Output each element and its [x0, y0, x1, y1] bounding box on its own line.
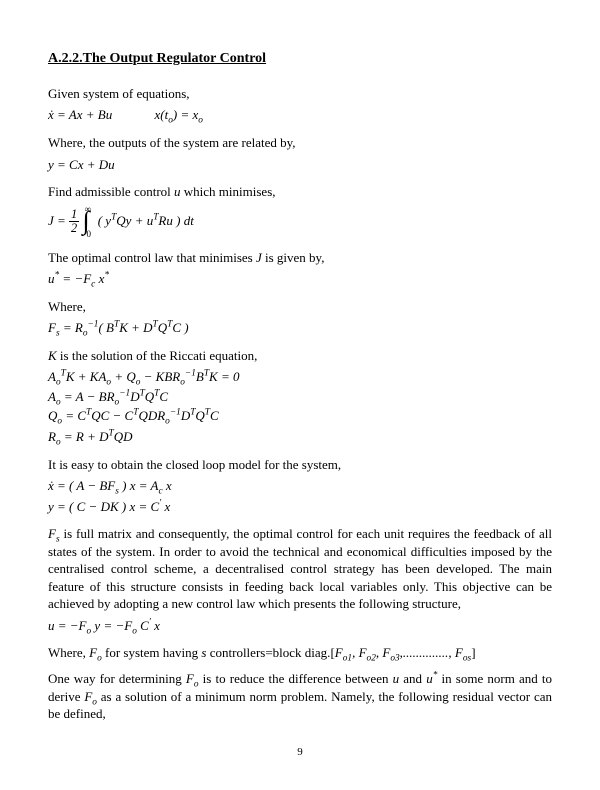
equation: Qo = CTQC − CTQDRo−1DTQTC — [48, 407, 552, 425]
paragraph: The optimal control law that minimises J… — [48, 249, 552, 267]
paragraph: Where, the outputs of the system are rel… — [48, 134, 552, 152]
equation: ẋ = Ax + Bu x(to) = xo — [48, 106, 552, 124]
paragraph: Given system of equations, — [48, 85, 552, 103]
paragraph: K is the solution of the Riccati equatio… — [48, 347, 552, 365]
section-title: A.2.2.The Output Regulator Control — [48, 50, 552, 69]
equation: u* = −Fc x* — [48, 270, 552, 288]
paragraph: Where, Fo for system having s controller… — [48, 644, 552, 662]
equation: J = 12 ∞∫0 ( yTQy + uTRu ) dt — [48, 205, 552, 239]
page-number: 9 — [48, 745, 552, 760]
equation: Fs = Ro−1( BTK + DTQTC ) — [48, 319, 552, 337]
equation: ẋ = ( A − BFs ) x = Ac x — [48, 477, 552, 495]
paragraph: Find admissible control u which minimise… — [48, 183, 552, 201]
paragraph: It is easy to obtain the closed loop mod… — [48, 456, 552, 474]
paragraph: Fs is full matrix and consequently, the … — [48, 525, 552, 613]
equation: y = Cx + Du — [48, 156, 552, 174]
equation: Ro = R + DTQD — [48, 428, 552, 446]
equation: u = −Fo y = −Fo C′ x — [48, 617, 552, 635]
paragraph: Where, — [48, 298, 552, 316]
equation: AoTK + KAo + Qo − KBRo−1BTK = 0 — [48, 368, 552, 386]
paragraph: One way for determining Fo is to reduce … — [48, 670, 552, 723]
equation: Ao = A − BRo−1DTQTC — [48, 388, 552, 406]
equation: y = ( C − DK ) x = C′ x — [48, 498, 552, 516]
